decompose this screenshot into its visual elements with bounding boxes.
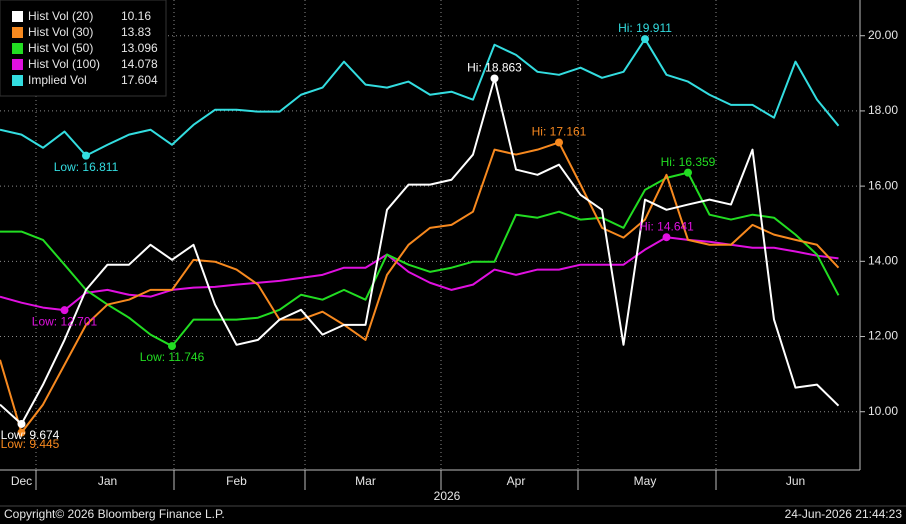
legend-swatch: [12, 43, 23, 54]
extreme-label: Hi: 18.863: [467, 61, 522, 75]
legend-value: 10.16: [121, 9, 151, 23]
extreme-label: Hi: 19.911: [618, 21, 672, 35]
y-tick-label: 20.00: [868, 28, 898, 42]
x-axis-label: 2026: [434, 489, 461, 503]
x-tick-label: Jun: [786, 474, 805, 488]
legend-box: [0, 0, 167, 97]
extreme-marker: [60, 306, 69, 315]
series-line: [0, 171, 840, 348]
legend-label: Implied Vol: [28, 73, 87, 87]
extreme-marker: [641, 35, 649, 44]
legend-swatch: [12, 75, 23, 86]
y-tick-label: 18.00: [868, 103, 898, 117]
legend-swatch: [12, 59, 23, 70]
legend-value: 13.83: [121, 25, 151, 39]
y-tick-label: 16.00: [868, 178, 898, 192]
extreme-label: Low: 16.811: [54, 160, 119, 174]
series-line: [0, 38, 840, 157]
extreme-label: Low: 12.701: [32, 314, 98, 328]
legend-label: Hist Vol (100): [28, 57, 100, 71]
extreme-label: Hi: 17.161: [532, 125, 587, 139]
legend-value: 17.604: [121, 73, 158, 87]
y-tick-label: 10.00: [868, 404, 898, 418]
extreme-marker: [17, 428, 26, 437]
extreme-label: Hi: 14.641: [639, 219, 694, 233]
extreme-marker: [662, 233, 671, 242]
x-tick-label: Feb: [226, 474, 247, 488]
legend-label: Hist Vol (50): [28, 41, 93, 55]
x-tick-label: Jan: [98, 474, 117, 488]
extreme-label: Low: 9.445: [1, 437, 60, 451]
x-tick-label: Dec: [11, 474, 32, 488]
legend-value: 13.096: [121, 41, 158, 55]
legend-swatch: [12, 27, 23, 38]
legend: Hist Vol (20) 10.16 Hist Vol (30) 13.83 Hist…: [0, 0, 167, 97]
extreme-label: Low: 11.746: [140, 350, 205, 364]
y-tick-label: 14.00: [868, 253, 898, 267]
timestamp: 24-Jun-2026 21:44:23: [785, 507, 903, 521]
extreme-marker: [17, 419, 26, 428]
extreme-label: Low: 9.674: [1, 428, 60, 442]
x-tick-label: May: [634, 474, 657, 488]
legend-label: Hist Vol (30): [28, 25, 93, 39]
extreme-marker: [82, 151, 90, 160]
series-line: [0, 77, 840, 425]
copyright: Copyright© 2026 Bloomberg Finance L.P.: [4, 507, 225, 521]
extreme-marker: [684, 168, 692, 177]
legend-value: 14.078: [121, 57, 158, 71]
extreme-marker: [168, 342, 176, 351]
x-tick-label: Apr: [507, 474, 526, 488]
legend-swatch: [12, 11, 23, 22]
x-tick-label: Mar: [355, 474, 376, 488]
series-line: [0, 141, 840, 434]
extreme-marker: [490, 74, 499, 83]
extreme-marker: [555, 138, 563, 147]
extreme-label: Hi: 16.359: [661, 155, 716, 169]
legend-label: Hist Vol (20): [28, 9, 93, 23]
y-tick-label: 12.00: [868, 329, 898, 343]
